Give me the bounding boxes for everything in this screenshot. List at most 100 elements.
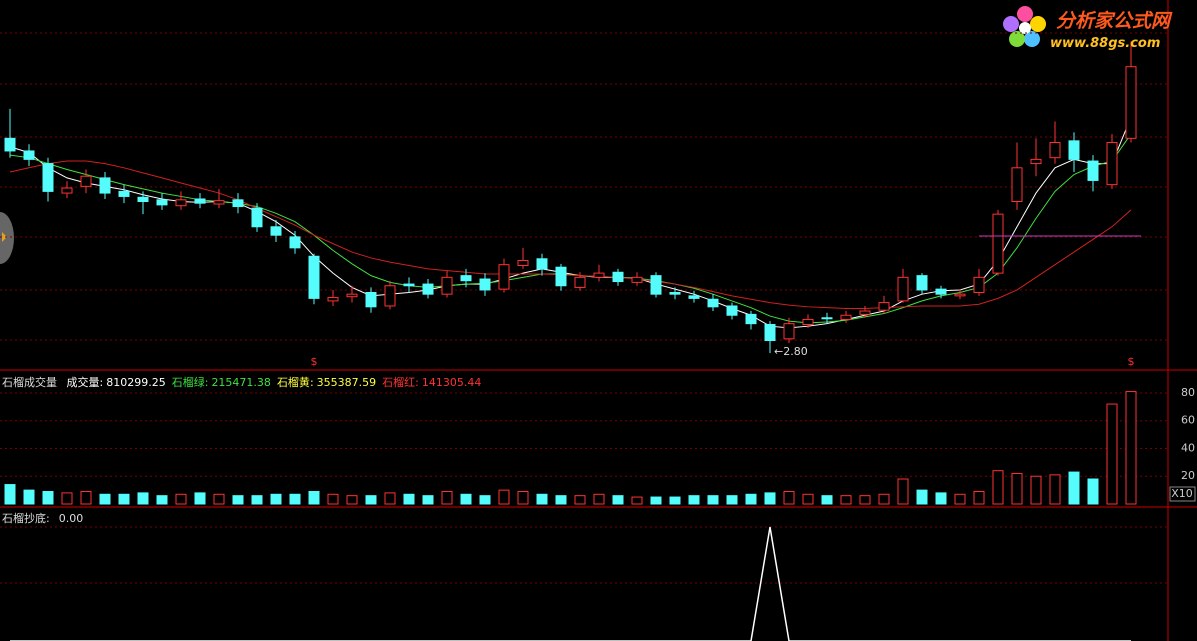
volume-bar xyxy=(327,493,339,505)
candle-body xyxy=(1030,158,1042,165)
candle-body xyxy=(1068,140,1080,160)
volume-bar xyxy=(99,493,111,505)
volume-bar xyxy=(897,478,909,505)
unit-label: X10 xyxy=(1171,487,1193,500)
volume-bar xyxy=(479,495,491,505)
candle-body xyxy=(954,293,966,297)
volume-bar xyxy=(764,492,776,505)
volume-bar xyxy=(422,495,434,505)
candle-body xyxy=(270,226,282,236)
candle-body xyxy=(669,291,681,295)
current-value: 0.00 xyxy=(58,512,84,525)
volume-bar xyxy=(517,491,529,505)
logo-flower xyxy=(1003,6,1046,47)
legend-name: 石榴绿 xyxy=(172,376,212,389)
legend-value: 215471.38 xyxy=(211,376,271,389)
volume-bar xyxy=(232,495,244,505)
candle-body xyxy=(498,264,510,290)
candle-body xyxy=(251,207,263,228)
signal-marker: $ xyxy=(1128,355,1135,368)
candle-body xyxy=(1049,142,1061,159)
candle-body xyxy=(327,297,339,302)
candle-body xyxy=(517,259,529,267)
candle-body xyxy=(42,163,54,192)
volume-bar xyxy=(1087,478,1099,505)
candle-body xyxy=(935,288,947,295)
volume-bar xyxy=(346,495,358,505)
candle-body xyxy=(441,276,453,295)
legend-name: 石榴黄 xyxy=(277,376,317,389)
candle-body xyxy=(1011,167,1023,203)
unit-box xyxy=(1169,486,1196,502)
volume-bar xyxy=(1125,391,1137,505)
legend-name: 成交量 xyxy=(67,376,107,389)
candle-body xyxy=(460,275,472,282)
candle-body xyxy=(403,283,415,287)
candle-body xyxy=(726,305,738,316)
candle-body xyxy=(1125,66,1137,139)
legend-name: 石榴红 xyxy=(382,376,422,389)
volume-bar xyxy=(859,495,871,505)
low-label: ←2.80 xyxy=(774,345,808,358)
side-handle[interactable] xyxy=(0,212,14,264)
panel-title: 石榴抄底 xyxy=(2,512,53,525)
volume-bar xyxy=(42,491,54,505)
candle-body xyxy=(175,199,187,207)
volume-bar xyxy=(688,495,700,505)
candle-body xyxy=(156,199,168,206)
volume-bar xyxy=(498,489,510,505)
candle-body xyxy=(384,285,396,307)
volume-bar xyxy=(308,491,320,505)
candle-body xyxy=(707,298,719,308)
volume-bar xyxy=(4,484,16,505)
volume-bar xyxy=(821,495,833,505)
volume-bar xyxy=(270,493,282,505)
volume-bar xyxy=(612,495,624,505)
candle-body xyxy=(916,275,928,291)
candle-body xyxy=(23,150,35,160)
candle-body xyxy=(859,310,871,315)
volume-bar xyxy=(61,492,73,505)
candle-body xyxy=(479,278,491,291)
volume-bar xyxy=(403,493,415,505)
volume-header: 石榴成交量 成交量810299.25 石榴绿215471.38 石榴黄355387.… xyxy=(2,374,487,390)
volume-bar xyxy=(441,491,453,505)
signal-header: 石榴抄底 0.00 xyxy=(2,510,89,526)
volume-bar xyxy=(574,495,586,505)
candle-body xyxy=(821,317,833,320)
candle-body xyxy=(137,196,149,203)
candle-body xyxy=(1087,160,1099,181)
candle-body xyxy=(612,271,624,283)
volume-bar xyxy=(175,493,187,505)
volume-bar xyxy=(156,495,168,505)
candle-body xyxy=(897,276,909,302)
volume-bar xyxy=(555,495,567,505)
volume-bar xyxy=(80,491,92,505)
legend-value: 355387.59 xyxy=(316,376,377,389)
volume-bar xyxy=(631,496,643,505)
candle-body xyxy=(764,324,776,342)
candle-body xyxy=(289,236,301,249)
candle-body xyxy=(593,272,605,278)
candle-body xyxy=(745,313,757,325)
candle-body xyxy=(422,283,434,295)
candle-body xyxy=(346,293,358,298)
volume-bar xyxy=(840,495,852,505)
volume-bar xyxy=(23,489,35,505)
candle-body xyxy=(536,258,548,270)
volume-bar xyxy=(726,495,738,505)
logo-title: 分析家公式网 xyxy=(1056,10,1171,32)
candle-body xyxy=(650,275,662,295)
volume-bar xyxy=(935,492,947,505)
y-tick-label: 40 xyxy=(1181,441,1195,454)
logo-url: www.88gs.com xyxy=(1050,36,1161,51)
volume-bar xyxy=(878,493,890,505)
volume-bar xyxy=(118,493,130,505)
legend-value: 141305.44 xyxy=(421,376,482,389)
candle-body xyxy=(194,198,206,204)
candle-body xyxy=(118,190,130,197)
volume-bar xyxy=(460,493,472,505)
candle-body xyxy=(574,276,586,288)
volume-bar xyxy=(973,491,985,505)
volume-bar xyxy=(992,470,1004,505)
